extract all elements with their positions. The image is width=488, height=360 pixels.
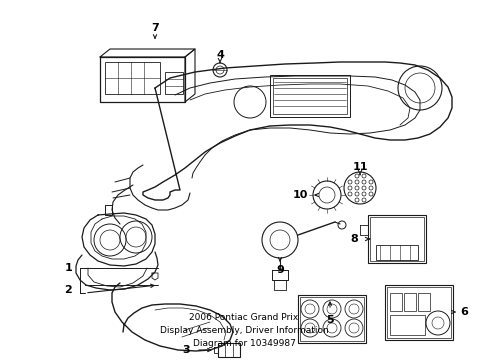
Text: 8: 8 <box>349 234 357 244</box>
Text: 9: 9 <box>276 265 284 275</box>
Text: 7: 7 <box>151 23 159 33</box>
Bar <box>299 297 363 341</box>
Text: Diagram for 10349987: Diagram for 10349987 <box>192 339 295 348</box>
Text: 10: 10 <box>292 190 307 200</box>
Bar <box>386 287 450 338</box>
Text: 2006 Pontiac Grand Prix: 2006 Pontiac Grand Prix <box>189 313 298 322</box>
Bar <box>384 285 452 340</box>
Text: 3: 3 <box>182 345 189 355</box>
Bar <box>105 62 160 94</box>
Text: 2: 2 <box>64 285 72 295</box>
Text: 6: 6 <box>459 307 467 317</box>
Bar <box>389 315 424 335</box>
Bar <box>297 295 365 343</box>
Text: Display Assembly, Driver Information: Display Assembly, Driver Information <box>159 326 328 335</box>
Text: 5: 5 <box>325 315 333 325</box>
Text: 1: 1 <box>64 263 72 273</box>
Bar <box>269 75 349 117</box>
Bar <box>367 215 425 263</box>
Bar <box>417 293 429 311</box>
Text: 4: 4 <box>216 50 224 60</box>
Bar <box>272 78 346 114</box>
Bar <box>403 293 415 311</box>
Bar <box>389 293 401 311</box>
Bar <box>375 245 417 260</box>
Bar <box>369 217 423 261</box>
Bar <box>164 72 183 94</box>
Text: 11: 11 <box>351 162 367 172</box>
Bar <box>218 343 240 357</box>
